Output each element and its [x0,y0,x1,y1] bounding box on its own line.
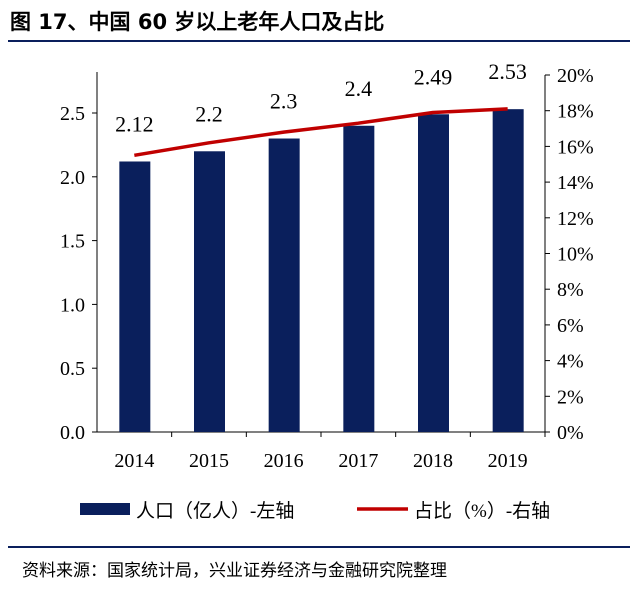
left-tick-label: 0.0 [60,422,85,444]
bar-label-2019: 2.53 [488,59,527,84]
bar-2017 [343,125,375,432]
left-tick-label: 2.0 [60,167,85,189]
right-tick-label: 20% [557,65,594,87]
x-tick-label: 2017 [338,450,378,472]
right-tick-label: 16% [557,136,594,158]
bar-2019 [492,109,524,432]
x-tick-label: 2018 [413,450,453,472]
right-tick-label: 6% [557,315,584,337]
right-tick-label: 8% [557,279,584,301]
ratio-line [134,107,508,158]
bar-label-2018: 2.49 [414,64,453,89]
bar-label-2014: 2.12 [115,111,154,136]
right-tick-label: 14% [557,172,594,194]
x-tick-label: 2016 [264,450,304,472]
bar-2018 [418,114,449,432]
left-tick-label: 1.5 [60,231,85,253]
bar-label-2015: 2.2 [195,101,223,126]
legend-bar-label: 人口（亿人）-左轴 [136,500,294,522]
right-tick-label: 0% [557,422,584,444]
bar-2014 [119,161,151,432]
right-tick-label: 10% [557,244,594,266]
source-note: 资料来源：国家统计局，兴业证券经济与金融研究院整理 [22,561,447,581]
right-tick-label: 4% [557,351,584,373]
left-tick-label: 2.5 [60,103,85,125]
legend-bar-swatch [80,503,130,515]
x-tick-label: 2015 [189,450,229,472]
source-rule [8,546,630,548]
legend-line-label: 占比（%）-右轴 [414,500,550,522]
figure-title: 图 17、中国 60 岁以上老年人口及占比 [10,10,385,34]
x-tick-label: 2019 [488,450,528,472]
chart: 0.0 0.5 1.0 1.5 2.0 2.5 0% 2% 4% 6% 8% 10% 12% 14% 16%… [60,59,594,522]
bar-label-2016: 2.3 [270,89,298,114]
title-rule [8,40,630,42]
bar-2015 [194,151,225,432]
left-tick-label: 0.5 [60,358,85,380]
right-tick-label: 18% [557,101,594,123]
bar-2016 [268,138,300,432]
left-tick-label: 1.0 [60,294,85,316]
bar-label-2017: 2.4 [345,76,373,101]
right-tick-label: 2% [557,386,584,408]
x-tick-label: 2014 [114,450,154,472]
right-tick-label: 12% [557,208,594,230]
